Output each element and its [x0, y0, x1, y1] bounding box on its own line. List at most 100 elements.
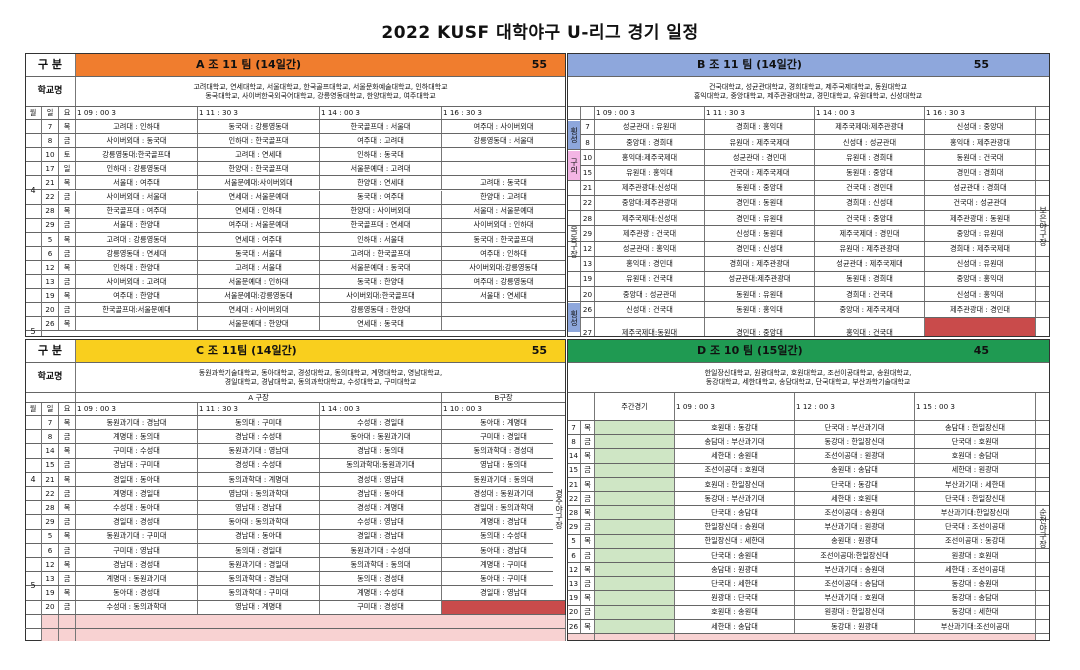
day-cell: 20 — [42, 600, 59, 614]
table-row: 13 금 계명대 : 동원과기대 동의과학대 : 경남대 동의대 : 경성대 동아대 : … — [25, 572, 566, 587]
side-spacer — [567, 120, 581, 135]
table-row: 13 금 단국대 : 세한대 조선이공대 : 송담대 동강대 : 송원대 — [567, 577, 1050, 592]
game-cell: 성균관대 : 제주국제대 — [815, 256, 925, 271]
table-row: 12 목 인하대 : 한양대 고려대 : 서울대 서울문예대 : 동국대 사이버외대:강릉… — [25, 261, 566, 276]
game-cell: 계명대 : 경일대 — [76, 487, 198, 501]
dow-cell: 금 — [581, 463, 595, 477]
game-cell: 강릉영동대 : 연세대 — [76, 246, 198, 260]
blank-cell — [59, 629, 76, 641]
table-row: 26 목 세한대 : 송담대 동강대 : 원광대 부산과기대:조선이공대 — [567, 619, 1050, 634]
gubun-label: 구 분 — [25, 53, 76, 76]
day-cell: 20 — [581, 287, 595, 302]
game-cell: 조선이공대 : 송담대 — [795, 577, 915, 591]
weekly-cell — [595, 619, 675, 633]
game-cell: 중앙대:제주관광대 — [595, 196, 705, 211]
game-cell: 홍익대 : 건국대 — [815, 317, 925, 337]
game-cell: 동원대 : 홍익대 — [705, 302, 815, 317]
day-cell: 12 — [42, 558, 59, 572]
day-cell: 15 — [581, 165, 595, 180]
weekly-cell — [595, 506, 675, 520]
game-cell: 동강대 : 한일장신대 — [795, 435, 915, 449]
group-title: A 조 11 팀 (14일간) — [196, 57, 301, 71]
game-cell: 단국대 : 호원대 — [915, 435, 1036, 449]
game-cell: 수성대 : 경일대 — [320, 416, 442, 430]
game-cell: 세한대 : 송담대 — [675, 619, 795, 633]
game-cell: 홍익대 : 제주관광대 — [925, 135, 1036, 150]
day-cell: 7 — [567, 421, 581, 435]
school-line: 건국대학교, 성균관대학교, 경희대학교, 제주국제대학교, 동원대학교 — [708, 82, 908, 91]
game-cell: 호원대 : 송담대 — [915, 449, 1036, 463]
blank-cell — [567, 634, 595, 641]
game-cell: 중앙대 : 제주국제대 — [815, 302, 925, 317]
weekly-cell — [595, 605, 675, 619]
table-row: 12 성균관대 : 홍익대 경민대 : 신성대 유원대 : 제주관광대 경희대 : 제주… — [567, 241, 1050, 257]
day-cell: 15 — [42, 458, 59, 472]
game-cell: 서울문예대 : 동국대 — [320, 261, 442, 275]
side-spacer — [567, 196, 581, 211]
school-label: 학교명 — [25, 77, 76, 106]
blank-cell — [42, 629, 59, 641]
table-row: 21 제주관광대:신성대 동원대 : 중앙대 건국대 : 경민대 성균관대 : 경희대 — [567, 180, 1050, 196]
game-cell: 경희대 : 제주관광대 — [705, 256, 815, 271]
game-cell: 유원대 : 건국대 — [595, 272, 705, 287]
table-row: 26 신성대 : 건국대 동원대 : 홍익대 중앙대 : 제주국제대 제주관광대 : 경… — [567, 302, 1050, 318]
day-cell: 26 — [567, 619, 581, 633]
day-cell: 29 — [567, 520, 581, 534]
side-spacer — [567, 317, 581, 337]
blank-cell — [595, 634, 675, 641]
day-cell: 21 — [581, 180, 595, 195]
game-cell: 인하대 : 강릉영동대 — [76, 162, 198, 176]
table-row: 6 금 단국대 : 송원대 조선이공대:한일장신대 원광대 : 호원대 — [567, 548, 1050, 563]
game-cell: 한국골프대 : 여주대 — [76, 204, 198, 218]
game-cell: 강릉영동대:한국골프대 — [76, 148, 198, 162]
game-cell: 동아대 : 동의과학대 — [198, 515, 320, 529]
day-cell: 29 — [581, 226, 595, 241]
time-slot-header: 1 16 : 30 3 — [925, 107, 1036, 119]
dow-cell: 금 — [59, 543, 76, 557]
dow-cell: 목 — [59, 586, 76, 600]
game-cell: 연세대 : 서울문예대 — [198, 190, 320, 204]
table-row: 21 목 호원대 : 한일장신대 단국대 : 동강대 부산과기대 : 세한대 — [567, 477, 1050, 492]
game-cell: 신성대 : 홍익대 — [925, 287, 1036, 302]
time-slot-header: 1 09 : 00 3 — [76, 107, 198, 119]
time-slot-header: 1 11 : 30 3 — [198, 403, 320, 415]
game-cell: 제주관광대 : 경민대 — [925, 302, 1036, 317]
game-cell: 인하대 : 서울대 — [320, 232, 442, 246]
game-cell: 여주대 : 한양대 — [76, 289, 198, 303]
side-spacer — [567, 256, 581, 271]
game-cell: 제주관광대:신성대 — [595, 180, 705, 195]
dow-cell: 토 — [59, 148, 76, 162]
game-cell: 단국대 : 송원대 — [675, 548, 795, 562]
game-cell: 제주국제대:제주관광대 — [815, 120, 925, 135]
side-spacer — [567, 150, 581, 165]
dow-cell: 금 — [59, 458, 76, 472]
game-cell: 고려대 : 인하대 — [76, 120, 198, 134]
game-cell: 사이버외대 : 동국대 — [76, 134, 198, 148]
dow-cell: 목 — [581, 477, 595, 491]
dow-cell: 금 — [59, 430, 76, 444]
game-cell: 단국대 : 부산과기대 — [795, 421, 915, 435]
day-cell: 22 — [581, 196, 595, 211]
game-cell: 송담대 : 한일장신대 — [915, 421, 1036, 435]
day-cell: 8 — [567, 435, 581, 449]
table-row: 19 목 원광대 : 단국대 부산과기대 : 호원대 동강대 : 송담대 — [567, 591, 1050, 606]
table-row: 5 목 동원과기대 : 구미대 경남대 : 동아대 경일대 : 경남대 동의대 : 수성대 — [25, 529, 566, 544]
game-cell: 동원대 : 유원대 — [705, 287, 815, 302]
table-row: 구 분 C 조 11팀 (14일간) 55 — [25, 339, 566, 363]
table-row: 14 목 세한대 : 송원대 조선이공대 : 원광대 호원대 : 송담대 — [567, 449, 1050, 464]
dow-cell: 목 — [581, 619, 595, 633]
game-cell: 유원대 : 제주관광대 — [815, 241, 925, 256]
day-cell: 12 — [567, 563, 581, 577]
game-cell: 세한대 : 호원대 — [795, 492, 915, 506]
month-header: 월 — [25, 403, 42, 415]
table-row: 8 중앙대 : 경희대 유원대 : 제주국제대 신성대 : 성균관대 홍익대 : 제주관… — [567, 135, 1050, 151]
dow-cell: 목 — [59, 261, 76, 275]
game-cell: 영남대 : 계명대 — [198, 600, 320, 614]
game-cell: 동강대 : 세한대 — [915, 605, 1036, 619]
weekly-cell — [595, 421, 675, 435]
month-label: 4 — [25, 120, 42, 261]
day-cell: 12 — [42, 261, 59, 275]
day-cell: 19 — [581, 272, 595, 287]
game-cell: 수성대 : 영남대 — [320, 515, 442, 529]
table-row: 7 성균관대 : 유원대 경희대 : 홍익대 제주국제대:제주관광대 신성대 : 중앙대 — [567, 120, 1050, 136]
